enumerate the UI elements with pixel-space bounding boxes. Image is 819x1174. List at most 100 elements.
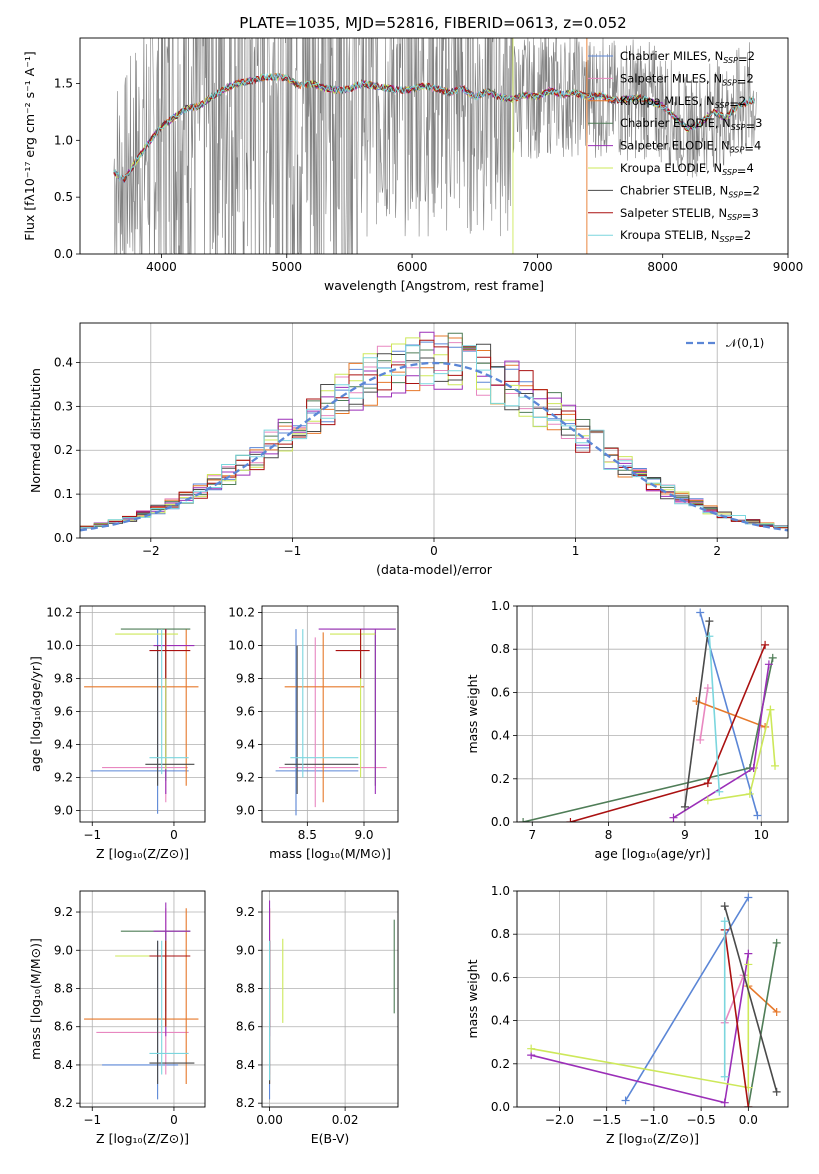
axes-frame: [79, 37, 789, 255]
y-tick-label: 9.8: [236, 672, 255, 686]
legend-entry: Kroupa STELIB, NSSP=2: [620, 228, 751, 245]
mass-weight-line: [723, 905, 778, 1093]
y-tick-label: 0.3: [54, 399, 73, 413]
mass-weight-marker: [669, 813, 678, 822]
mass-weight-marker: [772, 938, 781, 947]
x-tick-label: −1.5: [592, 1113, 621, 1127]
plot-area: [113, 38, 757, 254]
mass-weight-line: [708, 636, 721, 792]
x-tick-label: 9000: [773, 260, 804, 274]
x-tick-label: 2: [713, 544, 721, 558]
mass-weight-marker: [705, 617, 714, 626]
x-tick-label: 10: [754, 828, 769, 842]
x-axis-label: Z [log₁₀(Z/Z⊙)]: [96, 1131, 189, 1146]
mass-weight-marker: [761, 640, 770, 649]
axes-frame: [79, 322, 789, 539]
x-tick-label: −1.0: [639, 1113, 668, 1127]
y-tick-label: 0.8: [491, 642, 510, 656]
mass-weight-line: [531, 964, 750, 1089]
x-axis-label: E(B-V): [311, 1131, 350, 1146]
x-tick-label: 0: [170, 828, 178, 842]
model-spectrum-line: [113, 73, 755, 183]
x-tick-label: 8.5: [298, 828, 317, 842]
mass-weight-marker: [768, 653, 777, 662]
x-tick-label: 7: [528, 828, 536, 842]
legend-model-name: Kroupa STELIB: [620, 228, 704, 242]
x-tick-label: 0: [170, 1113, 178, 1127]
legend-equals: =: [729, 97, 739, 111]
age-vs-mass-panel: 8.5 9.0 9.0 9.2 9.4 9.6 9.8 10.0 10.2 mass [log₁₀…: [228, 605, 399, 861]
x-axis-label: mass [log₁₀(M/M⊙)]: [269, 846, 391, 861]
mass-vs-metallicity-panel: −1 0 8.2 8.4 8.6 8.8 9.0 9.2 Z [log₁₀(Z/Z⊙)] mass…: [28, 890, 206, 1146]
legend-nssp-prefix: , N: [715, 116, 731, 130]
x-axis-label: wavelength [Angstrom, rest frame]: [324, 278, 544, 293]
legend-equals: =: [746, 119, 756, 133]
y-tick-label: 10.2: [46, 606, 73, 620]
legend-model-name: Chabrier STELIB: [620, 183, 712, 197]
y-tick-label: 9.0: [54, 803, 73, 817]
x-tick-label: 9.0: [354, 828, 373, 842]
legend-nssp-sub: SSP: [728, 190, 743, 199]
x-tick-label: 8000: [647, 260, 678, 274]
plot-area: [84, 902, 199, 1100]
y-axis-label: Flux [fλ10⁻¹⁷ erg cm⁻² s⁻¹ A⁻¹]: [22, 51, 37, 240]
y-axis-label: Normed distribution: [28, 368, 43, 493]
legend-entry: Chabrier MILES, NSSP=2: [620, 49, 755, 66]
mass-weight-marker: [744, 1103, 753, 1107]
mass-weight-line: [699, 687, 709, 741]
legend-entry: Salpeter ELODIE, NSSP=4: [620, 139, 761, 156]
residual-histogram-step: [80, 345, 788, 529]
plot-area: [275, 628, 396, 816]
x-tick-label: −1: [83, 1113, 101, 1127]
y-axis-label: age [log₁₀(age/yr)]: [28, 656, 43, 772]
y-axis-label: mass weight: [465, 674, 480, 753]
axes-frame: [79, 605, 206, 823]
legend-nssp-sub: SSP: [715, 101, 730, 110]
x-tick-label: −1: [83, 828, 101, 842]
legend-nssp-sub: SSP: [730, 146, 745, 155]
y-tick-label: 8.6: [236, 1020, 255, 1034]
residual-histogram-step: [80, 343, 788, 529]
model-spectrum-line: [113, 73, 755, 182]
legend-equals: =: [738, 52, 748, 66]
x-tick-label: 4000: [146, 260, 177, 274]
y-tick-label: 10.2: [228, 606, 255, 620]
x-tick-label: 5000: [271, 260, 302, 274]
plot-area: [269, 900, 395, 1100]
mass-weight-marker: [744, 960, 753, 969]
mass-weight-marker: [703, 779, 712, 788]
mass-weight-marker: [696, 735, 705, 744]
axes-frame: [516, 890, 789, 1108]
mass-weight-marker: [527, 1044, 536, 1053]
legend-nssp-value: 3: [755, 116, 762, 130]
y-tick-label: 9.2: [236, 770, 255, 784]
y-tick-label: 0.5: [54, 190, 73, 204]
legend-entry: Kroupa ELODIE, NSSP=4: [620, 161, 754, 178]
legend-nssp-prefix: , N: [712, 183, 728, 197]
y-tick-label: 9.0: [236, 943, 255, 957]
y-tick-label: 1.0: [54, 133, 73, 147]
y-tick-label: 9.2: [54, 905, 73, 919]
y-tick-label: 8.2: [54, 1096, 73, 1110]
legend-nssp-sub: SSP: [727, 213, 742, 222]
legend-nssp-sub: SSP: [722, 78, 737, 87]
y-tick-label: 9.2: [54, 770, 73, 784]
y-tick-label: 9.6: [236, 705, 255, 719]
mass-weight-marker: [566, 818, 575, 822]
legend-nssp-value: 2: [744, 228, 751, 242]
y-tick-label: 9.4: [54, 738, 73, 752]
y-tick-label: 0.1: [54, 487, 73, 501]
y-tick-label: 9.4: [236, 738, 255, 752]
legend-nssp-prefix: , N: [707, 49, 723, 63]
legend-nssp-value: 2: [739, 94, 746, 108]
legend-nssp-sub: SSP: [722, 168, 737, 177]
age-vs-metallicity-panel: −1 0 9.0 9.2 9.4 9.6 9.8 10.0 10.2 Z [log₁₀(Z/Z⊙)…: [28, 605, 206, 861]
grid-lines: [262, 606, 398, 822]
x-tick-label: −0.5: [687, 1113, 716, 1127]
x-axis-label: Z [log₁₀(Z/Z⊙)]: [606, 1131, 699, 1146]
mass-weight-marker: [715, 787, 724, 796]
legend-model-name: Chabrier ELODIE: [620, 116, 715, 130]
grid-lines: [517, 890, 788, 1108]
legend-nssp-value: 2: [748, 49, 755, 63]
legend-model-name: Salpeter MILES: [620, 71, 706, 85]
